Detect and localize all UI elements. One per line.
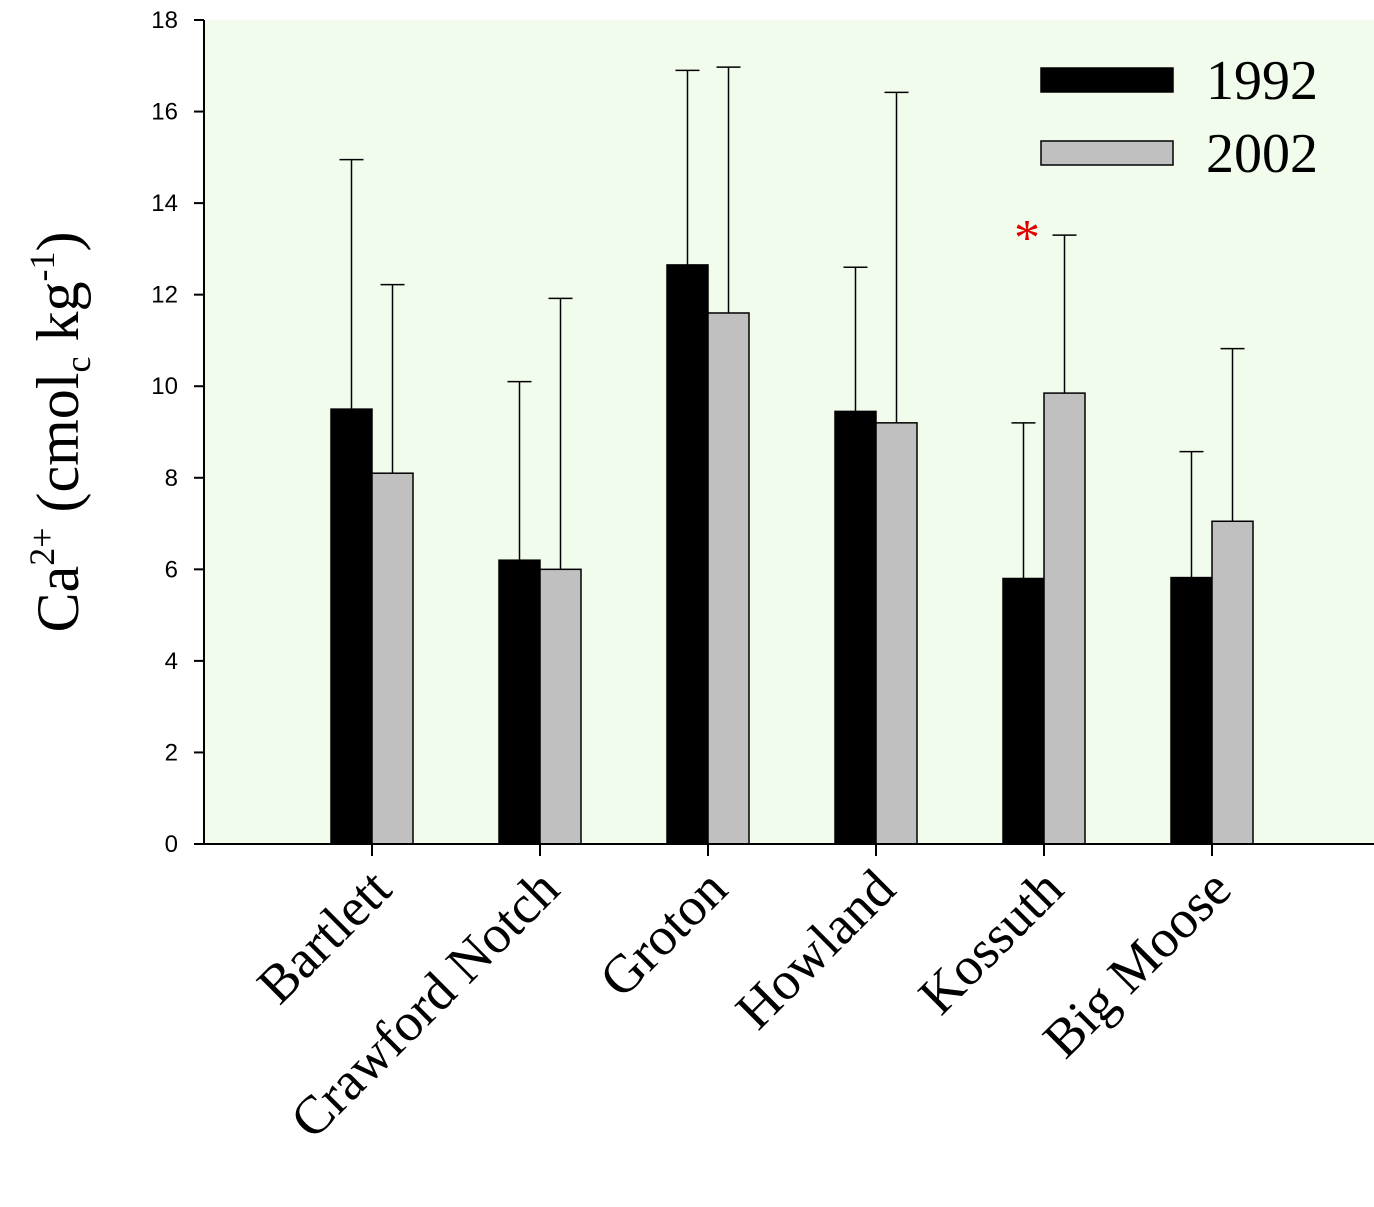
annotations-group: * — [1014, 210, 1040, 267]
bar-bartlett-2002 — [371, 472, 414, 845]
y-tick-label-6: 6 — [165, 556, 178, 583]
error-bars-group — [339, 66, 1245, 579]
y-tick-label-18: 18 — [151, 7, 178, 34]
bar-howland-2002 — [875, 422, 918, 845]
y-tick-label-12: 12 — [151, 282, 178, 309]
bar-groton-1992 — [666, 264, 709, 845]
ylabel-mid: kg — [25, 282, 91, 357]
category-label-howland: Howland — [724, 858, 906, 1040]
y-tick-label-4: 4 — [165, 648, 178, 675]
y-tick-label-0: 0 — [165, 831, 178, 858]
y-tick-label-16: 16 — [151, 99, 178, 126]
bar-crawford-notch-2002 — [539, 568, 582, 845]
ylabel-base-sup: 2+ — [22, 527, 62, 565]
category-label-groton: Groton — [588, 858, 739, 1009]
legend: 1992 2002 — [1040, 50, 1318, 185]
bar-big-moose-2002 — [1211, 520, 1254, 845]
bar-groton-2002 — [707, 312, 750, 845]
y-axis-label: Ca2+ (cmolc kg-1) — [22, 232, 98, 633]
bar-big-moose-1992 — [1170, 576, 1213, 845]
legend-label-2002: 2002 — [1206, 123, 1318, 185]
ylabel-sub: c — [58, 357, 98, 373]
bar-crawford-notch-1992 — [498, 559, 541, 845]
y-tick-label-10: 10 — [151, 373, 178, 400]
legend-swatch-1992 — [1040, 67, 1174, 93]
ylabel-open: (cmol — [25, 373, 91, 528]
bar-howland-1992 — [834, 410, 877, 845]
axes-group — [203, 20, 1374, 845]
y-tick-label-14: 14 — [151, 190, 178, 217]
bar-kossuth-1992 — [1002, 577, 1045, 845]
bar-kossuth-2002 — [1043, 392, 1086, 845]
category-label-kossuth: Kossuth — [907, 858, 1075, 1026]
y-tick-label-2: 2 — [165, 739, 178, 766]
ylabel-sup: -1 — [22, 252, 62, 282]
bar-bartlett-1992 — [330, 408, 373, 845]
category-label-bartlett: Bartlett — [246, 858, 403, 1015]
legend-swatch-2002 — [1040, 140, 1174, 166]
annotation-star-kossuth: * — [1014, 210, 1040, 267]
ylabel-close: ) — [25, 232, 91, 252]
y-ticks-group: 0 2 4 6 8 10 12 14 16 18 — [151, 7, 204, 858]
ylabel-base: Ca — [25, 566, 91, 633]
bars-group — [330, 264, 1254, 845]
y-tick-label-8: 8 — [165, 465, 178, 492]
legend-label-1992: 1992 — [1206, 50, 1318, 112]
